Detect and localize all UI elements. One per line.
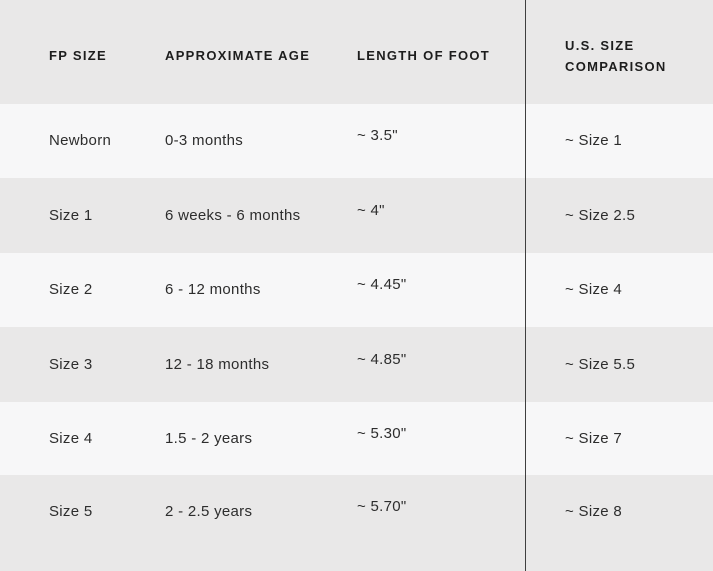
foot-length-cell: ~ 4.45" bbox=[357, 276, 407, 293]
header-fp-size: FP SIZE bbox=[49, 48, 107, 64]
fp-size-cell: Size 3 bbox=[49, 355, 93, 373]
fp-size-cell: Size 1 bbox=[49, 206, 93, 224]
fp-size-cell: Newborn bbox=[49, 132, 112, 149]
foot-length-cell: ~ 5.30" bbox=[357, 424, 407, 442]
age-cell: 12 - 18 months bbox=[165, 355, 270, 373]
column-divider bbox=[525, 0, 526, 571]
header-approximate-age: APPROXIMATE AGE bbox=[165, 48, 311, 64]
foot-length-cell: ~ 3.5" bbox=[357, 127, 398, 144]
table-row: Size 2 6 - 12 months ~ 4.45" ~ Size 4 bbox=[0, 253, 713, 327]
us-size-cell: ~ Size 8 bbox=[565, 503, 623, 520]
table-row: Size 3 12 - 18 months ~ 4.85" ~ Size 5.5 bbox=[0, 327, 713, 402]
us-size-cell: ~ Size 5.5 bbox=[565, 355, 636, 373]
foot-length-cell: ~ 5.70" bbox=[357, 498, 407, 515]
age-cell: 0-3 months bbox=[165, 132, 244, 149]
fp-size-cell: Size 2 bbox=[49, 281, 93, 298]
table-row: Size 4 1.5 - 2 years ~ 5.30" ~ Size 7 bbox=[0, 402, 713, 475]
fp-size-cell: Size 4 bbox=[49, 429, 93, 447]
header-us-size-comparison: U.S. SIZE COMPARISON bbox=[565, 37, 667, 74]
foot-length-cell: ~ 4" bbox=[357, 201, 385, 219]
table-row: Newborn 0-3 months ~ 3.5" ~ Size 1 bbox=[0, 104, 713, 178]
table-header-row: FP SIZE APPROXIMATE AGE LENGTH OF FOOT U… bbox=[0, 0, 713, 104]
us-size-cell: ~ Size 4 bbox=[565, 281, 623, 298]
header-length-of-foot: LENGTH OF FOOT bbox=[357, 48, 491, 64]
age-cell: 6 - 12 months bbox=[165, 281, 261, 298]
table-row: Size 5 2 - 2.5 years ~ 5.70" ~ Size 8 bbox=[0, 475, 713, 571]
fp-size-cell: Size 5 bbox=[49, 503, 93, 520]
us-size-cell: ~ Size 2.5 bbox=[565, 206, 636, 224]
table-row: Size 1 6 weeks - 6 months ~ 4" ~ Size 2.… bbox=[0, 178, 713, 253]
age-cell: 6 weeks - 6 months bbox=[165, 206, 301, 224]
age-cell: 2 - 2.5 years bbox=[165, 503, 253, 520]
us-size-cell: ~ Size 1 bbox=[565, 132, 623, 149]
age-cell: 1.5 - 2 years bbox=[165, 429, 253, 447]
us-size-cell: ~ Size 7 bbox=[565, 429, 623, 447]
foot-length-cell: ~ 4.85" bbox=[357, 350, 407, 368]
